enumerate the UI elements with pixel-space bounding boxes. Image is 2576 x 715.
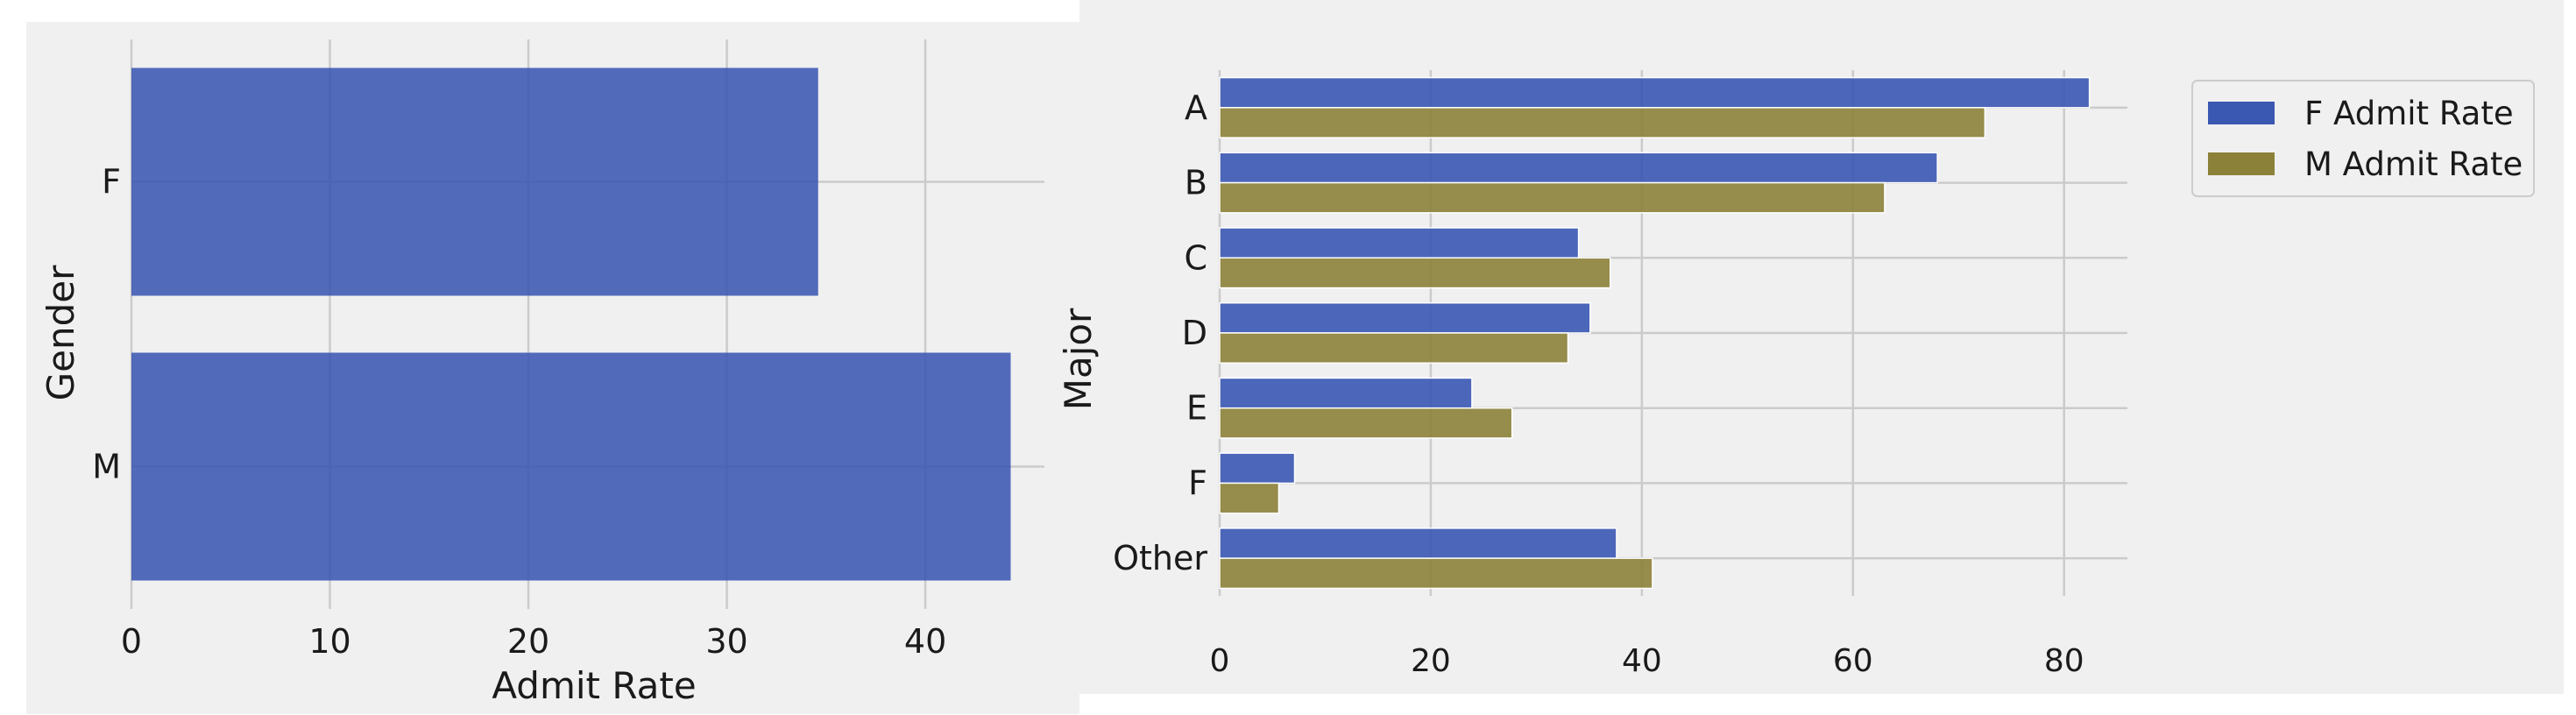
chart1-bar-f (131, 67, 818, 296)
chart2-y-tick-label-c: C (1184, 238, 1207, 277)
chart1-x-tick-label-30: 30 (705, 622, 747, 661)
chart2-y-tick-label-f: F (1188, 464, 1207, 502)
chart2-x-tick-label-20: 20 (1411, 643, 1451, 679)
chart2-bar-m-admit-rate-a (1219, 107, 1986, 138)
chart1-y-tick-label-m: M (92, 448, 121, 486)
chart2-bar-m-admit-rate-b (1219, 181, 1886, 214)
gender-admit-rate-chart: 0 10 20 30 40 F M Admit Rate Gender (26, 22, 1079, 714)
chart2-bars (1219, 76, 2091, 590)
chart2-y-tick-label-d: D (1182, 314, 1207, 352)
chart2-y-tick-label-a: A (1185, 88, 1207, 127)
chart1-x-tick-label-40: 40 (904, 622, 946, 661)
chart2-x-tick-label-60: 60 (1833, 643, 1873, 679)
chart2-y-axis-label: Major (1057, 308, 1100, 410)
chart1-x-tick-label-10: 10 (308, 622, 350, 661)
chart2-y-tick-label-other: Other (1113, 539, 1207, 577)
chart2-bar-f-admit-rate-b (1219, 152, 1938, 184)
chart1-y-axis-label: Gender (39, 265, 82, 401)
chart2-x-tick-label-40: 40 (1622, 643, 1662, 679)
chart2-bar-m-admit-rate-e (1219, 407, 1513, 439)
legend-label-m-admit-rate: M Admit Rate (2304, 145, 2523, 183)
chart2-bar-f-admit-rate-a (1219, 76, 2091, 109)
chart2-y-tick-label-b: B (1185, 164, 1207, 202)
chart1-x-tick-label-20: 20 (507, 622, 549, 661)
legend-label-f-admit-rate: F Admit Rate (2304, 95, 2514, 132)
chart2-bar-f-admit-rate-d (1219, 301, 1591, 334)
chart2-bar-m-admit-rate-other (1219, 557, 1653, 590)
legend-swatch-m-admit-rate (2208, 152, 2275, 175)
chart1-bar-m (131, 352, 1011, 581)
chart2-x-tick-label-80: 80 (2044, 643, 2084, 679)
chart2-bar-m-admit-rate-d (1219, 332, 1569, 365)
chart1-x-axis-label: Admit Rate (492, 664, 696, 707)
chart1-tick-labels: 0 10 20 30 40 F M (92, 163, 946, 662)
chart2-bar-m-admit-rate-c (1219, 257, 1611, 289)
chart2-bar-m-admit-rate-f (1219, 482, 1280, 514)
legend-box (2191, 80, 2535, 197)
chart2-x-tick-label-0: 0 (1210, 643, 1230, 679)
legend-swatch-f-admit-rate (2208, 102, 2275, 124)
chart1-bars (131, 67, 1011, 581)
chart1-x-tick-label-0: 0 (121, 622, 142, 661)
chart2-legend: F Admit Rate M Admit Rate (2191, 80, 2535, 197)
chart2-bar-f-admit-rate-f (1219, 452, 1296, 485)
chart2-bar-f-admit-rate-e (1219, 377, 1473, 409)
chart2-y-tick-label-e: E (1186, 389, 1207, 428)
chart1-y-tick-label-f: F (102, 163, 121, 202)
chart2-bar-f-admit-rate-other (1219, 527, 1617, 559)
chart2-bar-f-admit-rate-c (1219, 227, 1580, 259)
